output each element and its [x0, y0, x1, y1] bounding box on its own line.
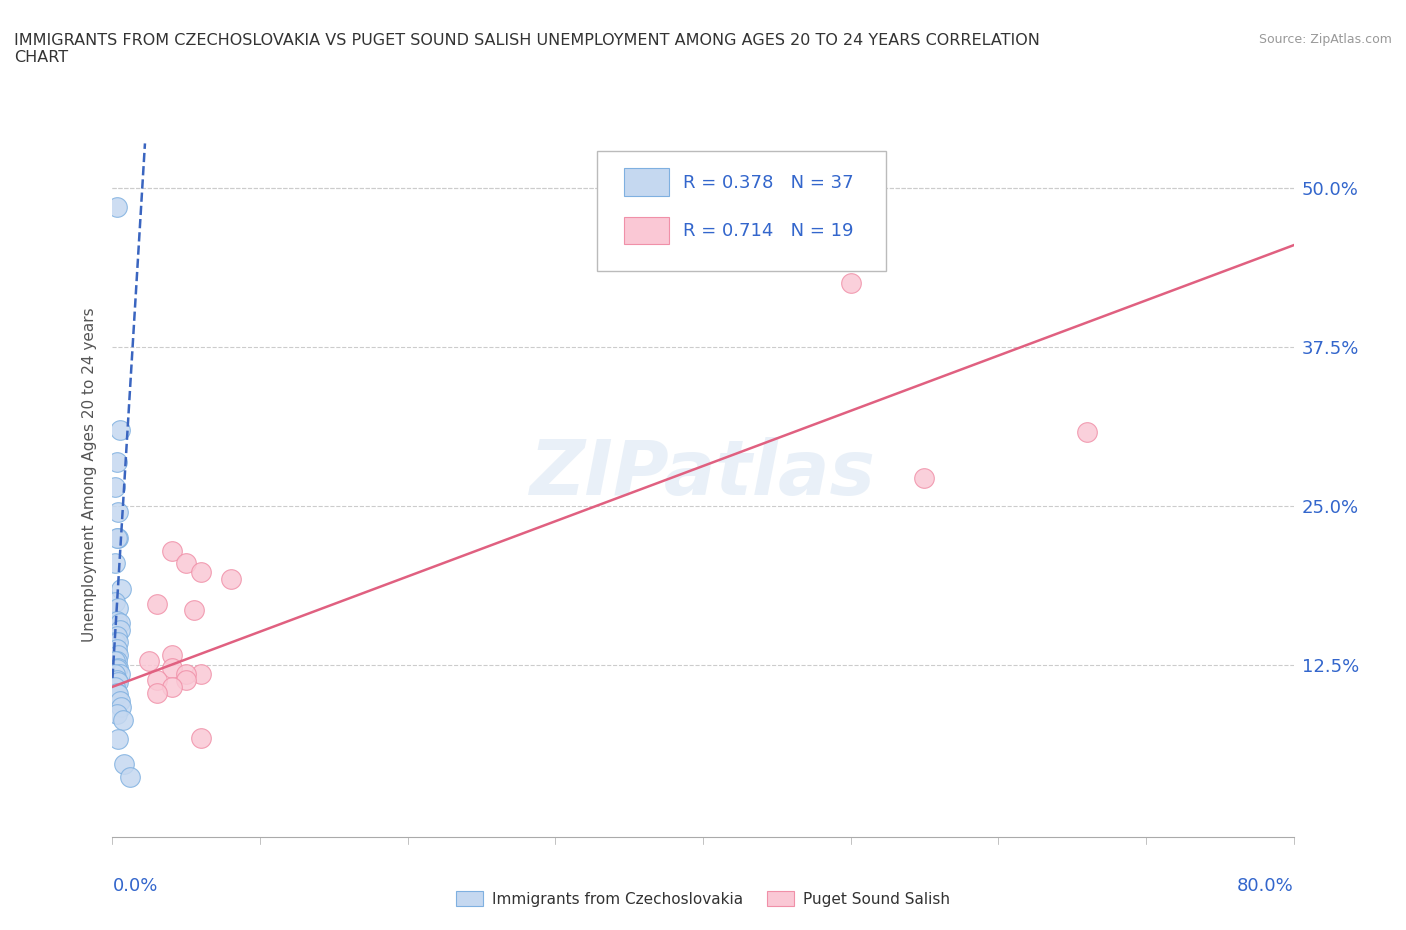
Point [107, 687, 129, 702]
Point [105, 530, 128, 545]
Point [107, 660, 129, 675]
Point [120, 770, 142, 785]
Point [105, 654, 128, 669]
Point [160, 647, 183, 662]
Text: 0.0%: 0.0% [112, 877, 157, 895]
FancyBboxPatch shape [596, 152, 886, 272]
Point [104, 654, 127, 669]
Point [107, 732, 129, 747]
Point [104, 680, 127, 695]
Text: R = 0.378   N = 37: R = 0.378 N = 37 [683, 174, 853, 192]
Text: IMMIGRANTS FROM CZECHOSLOVAKIA VS PUGET SOUND SALISH UNEMPLOYMENT AMONG AGES 20 : IMMIGRANTS FROM CZECHOSLOVAKIA VS PUGET … [14, 33, 1040, 65]
Point [839, 276, 862, 291]
Text: Source: ZipAtlas.com: Source: ZipAtlas.com [1258, 33, 1392, 46]
Legend: Immigrants from Czechoslovakia, Puget Sound Salish: Immigrants from Czechoslovakia, Puget So… [450, 884, 956, 912]
Point [105, 613, 128, 628]
Point [112, 757, 135, 772]
Point [108, 667, 131, 682]
Point [107, 530, 129, 545]
Point [107, 635, 129, 650]
Point [174, 667, 197, 682]
Y-axis label: Unemployment Among Ages 20 to 24 years: Unemployment Among Ages 20 to 24 years [82, 307, 97, 642]
Point [105, 641, 128, 656]
Point [190, 730, 212, 745]
Point [105, 629, 128, 644]
Point [160, 680, 183, 695]
Point [146, 685, 169, 700]
Point [138, 654, 160, 669]
Point [146, 673, 169, 688]
Point [104, 480, 127, 495]
Point [107, 505, 129, 520]
Point [111, 712, 134, 727]
Point [183, 603, 205, 618]
Text: ZIPatlas: ZIPatlas [530, 437, 876, 512]
Point [104, 667, 127, 682]
Point [104, 635, 127, 650]
Point [160, 660, 183, 675]
Point [160, 543, 183, 558]
Point [105, 661, 128, 676]
Text: 80.0%: 80.0% [1237, 877, 1294, 895]
Point [104, 594, 127, 609]
Point [1076, 425, 1098, 440]
Point [108, 422, 131, 437]
Point [110, 581, 132, 596]
Point [105, 685, 128, 700]
Point [105, 706, 128, 721]
Point [105, 454, 128, 469]
Point [110, 699, 132, 714]
Point [108, 616, 131, 631]
Point [107, 647, 129, 662]
Point [108, 694, 131, 709]
Point [107, 601, 129, 616]
Point [104, 556, 127, 571]
FancyBboxPatch shape [624, 217, 669, 245]
FancyBboxPatch shape [624, 168, 669, 195]
Text: R = 0.714   N = 19: R = 0.714 N = 19 [683, 222, 853, 240]
Point [174, 673, 197, 688]
Point [105, 673, 128, 688]
Point [107, 674, 129, 689]
Point [174, 556, 197, 571]
Point [190, 565, 212, 579]
Point [914, 471, 936, 485]
Point [190, 667, 212, 682]
Point [219, 571, 242, 586]
Point [105, 200, 128, 215]
Point [146, 597, 169, 612]
Point [108, 622, 131, 637]
